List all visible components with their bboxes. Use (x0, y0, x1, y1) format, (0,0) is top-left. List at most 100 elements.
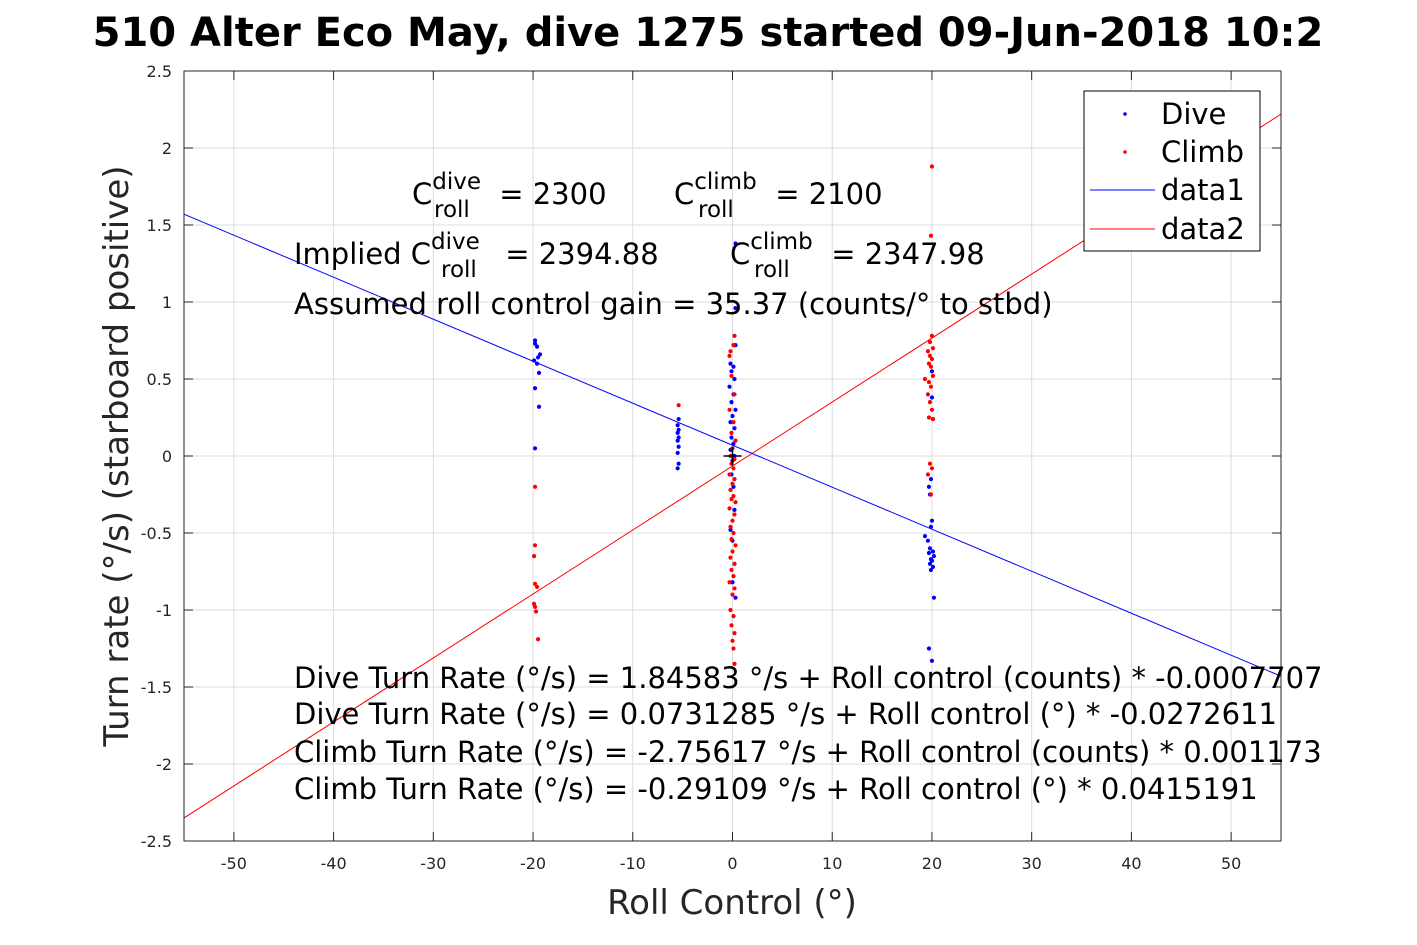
y-tick-label: -2.5 (141, 832, 172, 851)
point-climb (532, 604, 538, 610)
equation-dive-degrees: Dive Turn Rate (°/s) = 0.0731285 °/s + R… (294, 697, 1277, 731)
point-climb (731, 420, 736, 425)
point-climb (729, 567, 734, 573)
point-climb (926, 361, 932, 366)
implied-dive-prefix: Implied C (294, 237, 431, 271)
point-climb (676, 403, 681, 408)
implied-dive-sub: roll (441, 257, 477, 283)
point-climb (926, 415, 932, 420)
point-dive (732, 507, 737, 512)
point-climb (727, 407, 732, 412)
center-marker (723, 447, 742, 465)
legend-data1-label: data1 (1161, 173, 1245, 207)
point-climb (532, 581, 538, 586)
point-climb (928, 384, 934, 389)
point-dive (676, 461, 681, 466)
y-axis-label: Turn rate (°/s) (starboard positive) (97, 165, 137, 747)
point-dive (930, 564, 936, 569)
point-climb (925, 392, 931, 397)
point-climb (733, 438, 738, 443)
legend-climb-label: Climb (1161, 135, 1244, 169)
y-tick-label: 1 (162, 293, 172, 312)
legend-climb-marker (1123, 150, 1127, 154)
point-dive (733, 241, 738, 246)
point-dive (675, 438, 680, 443)
point-climb (728, 524, 733, 529)
point-dive (534, 361, 540, 366)
point-dive (927, 546, 933, 551)
point-climb (534, 584, 540, 590)
point-climb (925, 472, 931, 477)
point-climb (929, 356, 935, 362)
point-climb (730, 518, 735, 523)
point-climb (533, 609, 539, 614)
implied-climb-sup: climb (750, 229, 812, 255)
point-climb (732, 561, 737, 566)
point-dive (922, 533, 928, 539)
point-climb (925, 349, 931, 354)
point-dive (675, 450, 680, 456)
point-climb (730, 549, 735, 554)
point-dive (927, 561, 933, 566)
point-climb (728, 487, 733, 492)
point-climb (929, 164, 935, 169)
c-roll-climb-sup: climb (694, 169, 756, 195)
point-dive (728, 420, 733, 425)
point-dive (728, 527, 733, 533)
y-tick-label: 2 (162, 139, 172, 158)
point-dive (928, 524, 934, 529)
point-climb (733, 543, 738, 548)
point-dive (926, 550, 932, 556)
c-roll-dive-value: = 2300 (490, 177, 607, 211)
point-dive (733, 407, 738, 412)
point-dive (536, 404, 542, 409)
point-dive (534, 344, 540, 349)
point-climb (732, 512, 737, 517)
point-climb (730, 592, 735, 597)
c-roll-climb-sub: roll (698, 197, 734, 223)
point-climb (531, 554, 537, 559)
x-tick-label: -10 (620, 854, 646, 873)
point-climb (732, 661, 737, 667)
x-tick-label: -40 (321, 854, 347, 873)
y-tick-label: 0 (162, 447, 172, 466)
point-dive (925, 538, 931, 543)
y-axis-ticks: -2.5 -2 -1.5 -1 -0.5 0 0.5 1 1.5 2 2.5 (141, 62, 1281, 851)
point-climb (731, 530, 736, 536)
point-dive (728, 361, 733, 366)
point-dive (729, 400, 734, 405)
y-tick-label: -0.5 (141, 524, 172, 543)
point-climb (733, 500, 738, 505)
point-climb (928, 233, 934, 238)
point-climb (728, 349, 733, 354)
chart-title: 510 Alter Eco May, dive 1275 started 09-… (93, 10, 1324, 56)
point-climb (729, 373, 734, 379)
point-dive (732, 426, 737, 431)
point-dive (928, 477, 934, 482)
point-dive (731, 441, 736, 446)
point-dive (727, 384, 732, 389)
point-climb (927, 353, 933, 358)
legend-dive-label: Dive (1161, 97, 1226, 131)
point-dive (537, 352, 543, 357)
point-dive (676, 444, 681, 449)
point-dive (930, 549, 936, 554)
point-climb (729, 497, 734, 502)
point-climb (535, 637, 541, 642)
point-dive (929, 369, 935, 374)
point-climb (731, 646, 736, 651)
point-climb (929, 407, 935, 412)
legend: Dive Climb data1 data2 (1083, 90, 1261, 252)
point-dive (928, 567, 934, 573)
point-climb (729, 537, 734, 542)
x-tick-label: 10 (822, 854, 842, 873)
point-climb (929, 333, 935, 338)
c-roll-dive-sub: roll (434, 197, 470, 223)
x-tick-label: 0 (727, 854, 737, 873)
point-climb (731, 574, 736, 579)
x-axis-ticks: -50 -40 -30 -20 -10 0 10 20 30 40 50 (221, 71, 1241, 873)
point-climb (730, 481, 735, 486)
point-dive (926, 484, 932, 489)
point-climb (727, 353, 732, 358)
point-climb (532, 543, 538, 548)
